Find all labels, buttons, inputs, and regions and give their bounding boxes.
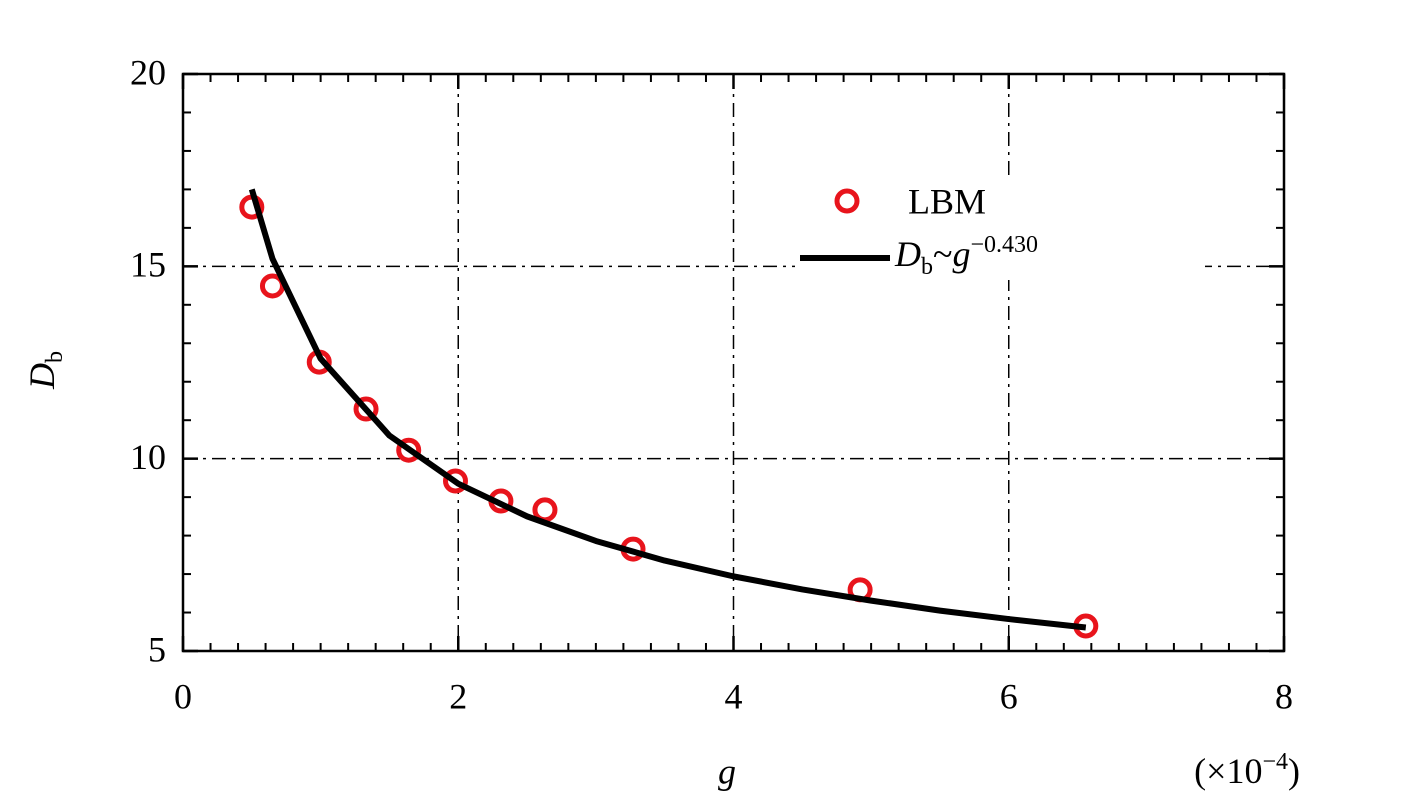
y-tick-label: 15 <box>130 245 166 285</box>
x-tick-label: 0 <box>174 676 192 716</box>
y-tick-label: 5 <box>148 629 166 669</box>
legend-marker <box>834 188 860 214</box>
y-axis-label: Db <box>22 351 67 390</box>
y-tick-label: 20 <box>130 52 166 92</box>
x-tick-label: 2 <box>449 676 467 716</box>
legend-label: LBM <box>908 181 986 221</box>
legend-background <box>795 180 1205 280</box>
x-axis-scale: (×10−4) <box>1194 749 1300 792</box>
x-tick-label: 6 <box>1000 676 1018 716</box>
y-tick-label: 10 <box>130 437 166 477</box>
x-axis-label: g <box>718 751 736 791</box>
marker <box>532 497 558 523</box>
fit-line <box>248 188 1087 631</box>
plot-frame <box>181 72 1286 653</box>
x-tick-label: 4 <box>725 676 743 716</box>
legend-label: Db~g−0.430 <box>894 232 1038 280</box>
x-tick-label: 8 <box>1275 676 1293 716</box>
